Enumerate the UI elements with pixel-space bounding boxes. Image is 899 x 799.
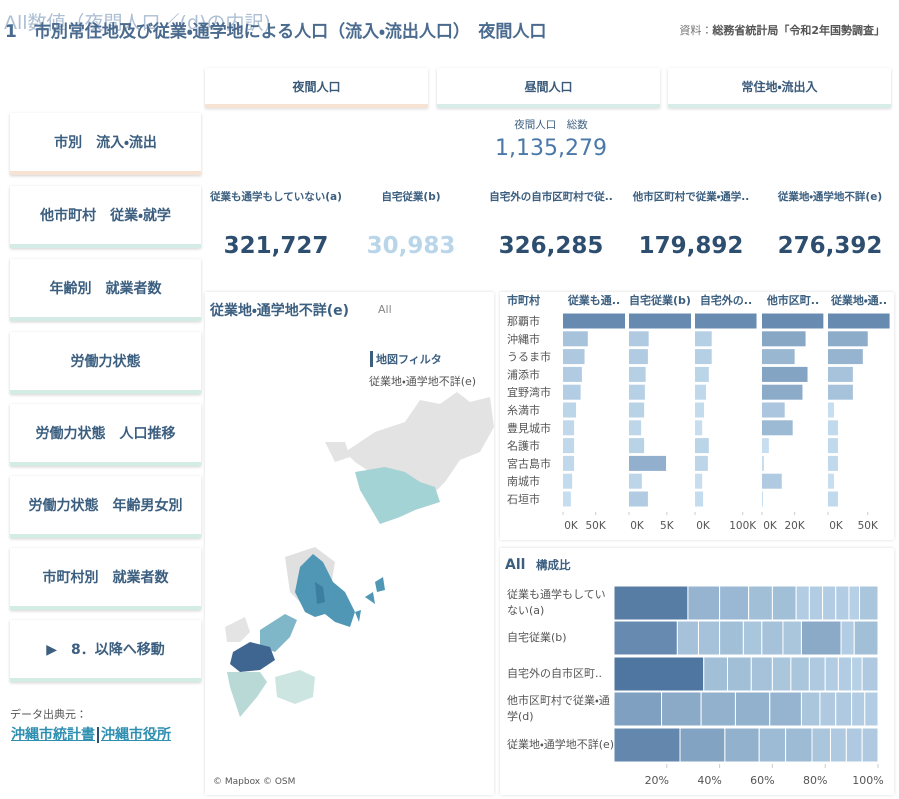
map [225,392,494,717]
nav-button[interactable]: 労働力状態 年齢男女別 [10,476,201,538]
row-label: 従業地・通学地不詳(e) [507,738,615,751]
nav-button[interactable]: ▶ 8．以降へ移動 [10,620,201,682]
overlay-title: All数値（夜間人口／(d)の内訳) [4,12,271,34]
map-region [275,670,315,704]
map-title: 従業地・通学地不詳(e) [210,303,350,319]
map-credit: © Mapbox © OSM [213,777,296,787]
nav-button[interactable]: 年齢別 就業者数 [10,259,201,321]
legend-title: 地図フィルタ [370,351,442,367]
map-region [230,642,275,672]
nav-button[interactable]: 労働力状態 [10,332,201,394]
map-region [325,442,350,462]
map-region [295,554,355,627]
kpi-value: 321,727 [223,233,329,259]
row-label: 自宅従業(b) [507,631,567,644]
link[interactable]: 沖縄市統計書 [11,727,95,743]
kpi-value: 30,983 [366,233,456,259]
kpi-value: 179,892 [638,233,744,259]
page-title: 1 市別常住地及び従業・通学地による人口（流入・流出人口） 夜間人口 [5,22,547,42]
row-label: 自宅外の自市区町.. [507,667,602,680]
source-label: 資料： [679,24,713,37]
map-region [260,614,297,652]
map-region [225,617,250,642]
map-filter-tag: All [378,303,392,316]
tab[interactable]: 昼間人口 [437,68,660,108]
kpi-label: 従業地・通学地不詳(e) [777,191,883,203]
map-region [315,582,325,604]
nav-button[interactable]: 市別 流入・流出 [10,113,201,175]
map-panel: 従業地・通学地不詳(e) All 地図フィルタ 従業地・通学地不詳(e) © M… [205,292,494,795]
kpi-value: 276,392 [777,233,883,259]
tab[interactable]: 常住地・流出入 [668,68,891,108]
source-text: 総務省統計局「令和2年国勢調査」 [712,24,885,37]
separator [97,726,99,743]
footer-label: データ出典元： [10,708,87,721]
footer-links: 沖縄市統計書 沖縄市役所 [11,724,171,744]
kpi-label: 自宅外の自市区町村で従.. [489,191,613,203]
map-region [227,672,267,717]
row-label: 他市区町村で従業・通学(d) [507,694,610,723]
kpi-label: 従業も通学もしていない(a) [210,191,342,203]
nav-button[interactable]: 他市町村 従業・就学 [10,186,201,248]
source: 資料：総務省統計局「令和2年国勢調査」 [679,22,885,38]
kpi-label: 他市区町村で従業・通学.. [632,191,750,203]
kpi-label: 自宅従業(b) [381,191,441,203]
link[interactable]: 沖縄市役所 [101,727,171,743]
kpi-total: 1,135,279 [495,136,607,161]
map-region [355,467,440,524]
tab[interactable]: 夜間人口 [205,68,428,108]
bar-panel [500,292,894,540]
map-region [355,577,385,622]
nav-button[interactable]: 労働力状態 人口推移 [10,404,201,466]
row-label: 従業も通学もしていない(a) [507,588,606,617]
legend-item[interactable]: 従業地・通学地不詳(e) [369,375,477,388]
kpi-value: 326,285 [498,233,604,259]
nav-button[interactable]: 市町村別 就業者数 [10,548,201,610]
kpi-total-label: 夜間人口 総数 [514,119,588,131]
